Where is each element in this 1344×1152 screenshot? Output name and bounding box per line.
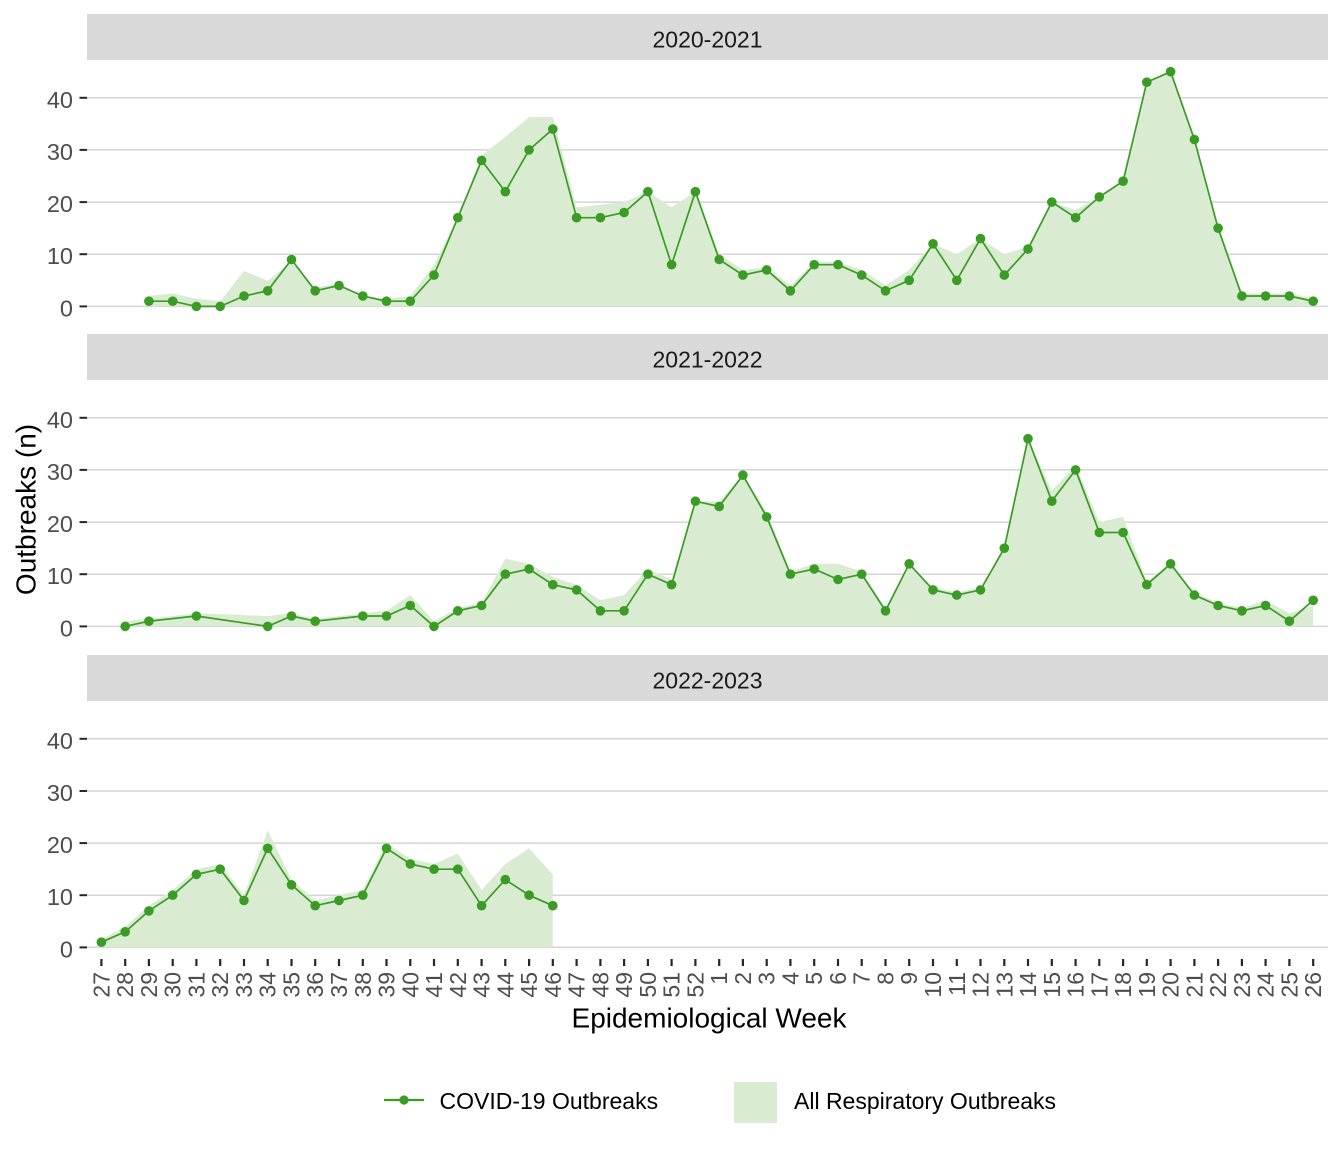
- svg-text:14: 14: [1015, 972, 1041, 998]
- svg-text:40: 40: [47, 728, 73, 754]
- svg-text:0: 0: [60, 615, 73, 641]
- svg-text:Epidemiological Week: Epidemiological Week: [572, 1003, 848, 1034]
- svg-text:COVID-19 Outbreaks: COVID-19 Outbreaks: [440, 1088, 659, 1114]
- svg-text:27: 27: [88, 972, 114, 998]
- svg-text:7: 7: [849, 972, 875, 985]
- svg-text:0: 0: [60, 936, 73, 962]
- svg-text:47: 47: [564, 972, 590, 998]
- svg-text:13: 13: [991, 972, 1017, 998]
- svg-text:41: 41: [421, 972, 447, 998]
- svg-text:10: 10: [920, 972, 946, 998]
- svg-text:17: 17: [1086, 972, 1112, 998]
- svg-text:45: 45: [516, 972, 542, 998]
- svg-text:30: 30: [47, 459, 73, 485]
- svg-text:50: 50: [635, 972, 661, 998]
- svg-text:3: 3: [754, 972, 780, 985]
- svg-text:30: 30: [47, 780, 73, 806]
- svg-text:10: 10: [47, 884, 73, 910]
- svg-text:11: 11: [944, 972, 970, 996]
- svg-text:34: 34: [255, 972, 281, 998]
- svg-text:40: 40: [47, 87, 73, 113]
- svg-text:51: 51: [659, 972, 685, 998]
- svg-text:20: 20: [47, 511, 73, 537]
- svg-text:2021-2022: 2021-2022: [653, 346, 763, 372]
- svg-text:40: 40: [397, 972, 423, 998]
- svg-text:2020-2021: 2020-2021: [653, 26, 763, 52]
- svg-text:39: 39: [374, 972, 400, 998]
- svg-text:42: 42: [445, 972, 471, 998]
- svg-text:19: 19: [1134, 972, 1160, 998]
- svg-text:30: 30: [47, 139, 73, 165]
- svg-text:29: 29: [136, 972, 162, 998]
- svg-text:48: 48: [587, 972, 613, 998]
- svg-text:26: 26: [1300, 972, 1326, 998]
- svg-text:10: 10: [47, 563, 73, 589]
- svg-text:22: 22: [1205, 972, 1231, 998]
- svg-text:23: 23: [1229, 972, 1255, 998]
- svg-text:49: 49: [611, 972, 637, 998]
- svg-text:9: 9: [896, 972, 922, 985]
- svg-text:1: 1: [706, 972, 732, 985]
- svg-text:25: 25: [1276, 972, 1302, 998]
- svg-text:0: 0: [60, 295, 73, 321]
- svg-text:31: 31: [183, 972, 209, 998]
- svg-text:4: 4: [777, 972, 803, 985]
- svg-text:20: 20: [47, 832, 73, 858]
- svg-text:24: 24: [1253, 972, 1279, 998]
- svg-text:46: 46: [540, 972, 566, 998]
- svg-text:2022-2023: 2022-2023: [653, 667, 763, 693]
- svg-text:38: 38: [350, 972, 376, 998]
- svg-text:28: 28: [112, 972, 138, 998]
- svg-text:All Respiratory Outbreaks: All Respiratory Outbreaks: [794, 1088, 1056, 1114]
- svg-text:37: 37: [326, 972, 352, 998]
- svg-text:8: 8: [873, 972, 899, 985]
- svg-text:36: 36: [302, 972, 328, 998]
- svg-text:32: 32: [207, 972, 233, 998]
- svg-text:33: 33: [231, 972, 257, 998]
- svg-text:35: 35: [279, 972, 305, 998]
- svg-text:2: 2: [730, 972, 756, 985]
- svg-text:43: 43: [469, 972, 495, 998]
- svg-text:20: 20: [47, 191, 73, 217]
- svg-text:21: 21: [1181, 972, 1207, 998]
- svg-text:6: 6: [825, 972, 851, 985]
- svg-text:52: 52: [682, 972, 708, 998]
- svg-text:40: 40: [47, 407, 73, 433]
- svg-text:20: 20: [1158, 972, 1184, 998]
- svg-text:30: 30: [160, 972, 186, 998]
- svg-text:15: 15: [1039, 972, 1065, 998]
- svg-text:12: 12: [968, 972, 994, 998]
- svg-text:10: 10: [47, 243, 73, 269]
- svg-text:Outbreaks (n): Outbreaks (n): [11, 424, 42, 595]
- svg-text:44: 44: [492, 972, 518, 998]
- svg-text:18: 18: [1110, 972, 1136, 998]
- svg-text:16: 16: [1063, 972, 1089, 998]
- svg-text:5: 5: [801, 972, 827, 985]
